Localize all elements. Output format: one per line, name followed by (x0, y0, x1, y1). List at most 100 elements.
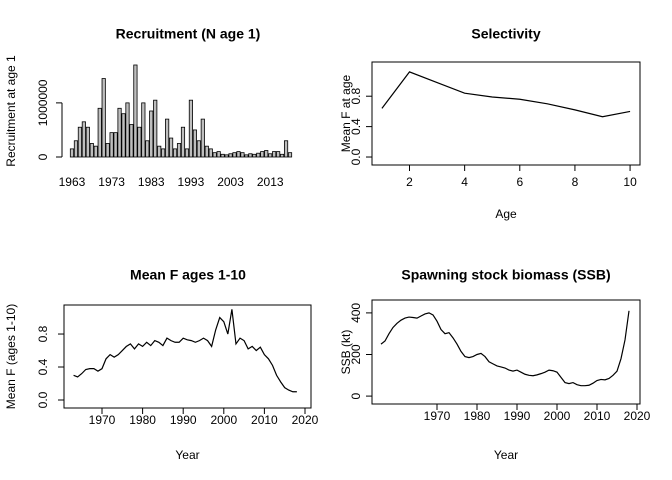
bar (81, 121, 86, 158)
bar (283, 140, 289, 158)
data-line (380, 310, 630, 387)
bar (220, 153, 225, 158)
bar (85, 126, 90, 158)
x-tick-label: 2 (406, 175, 413, 189)
x-tick-label: 1963 (59, 175, 86, 189)
bar (157, 145, 162, 158)
bar (216, 151, 221, 158)
bar (93, 145, 98, 158)
data-line (381, 71, 631, 118)
x-tick-label: 10 (623, 175, 637, 189)
bar (180, 126, 186, 158)
bar (232, 152, 237, 158)
bar (172, 148, 178, 158)
y-tick-label: 0.4 (36, 358, 50, 375)
y-tick-label: 1000000 (36, 79, 50, 126)
x-tick-label: 2000 (544, 409, 571, 423)
y-tick-label: 0.8 (349, 88, 363, 105)
y-axis-label: Recruitment at age 1 (4, 55, 18, 167)
x-tick-label: 1973 (98, 175, 125, 189)
bar (244, 154, 249, 158)
bar (204, 145, 209, 158)
bar (113, 132, 118, 158)
bar (121, 113, 126, 158)
bar (149, 110, 154, 158)
bar (248, 153, 253, 158)
bar (125, 102, 130, 158)
x-tick-label: 2020 (292, 413, 319, 427)
bar (117, 107, 122, 158)
plot-frame (371, 61, 641, 166)
plot-frame (63, 304, 312, 409)
bar (109, 132, 114, 158)
bar (77, 126, 82, 158)
bar (133, 64, 138, 158)
bar (200, 118, 205, 158)
x-axis-label: Year (494, 448, 518, 462)
bar (256, 152, 261, 158)
bar (212, 152, 217, 158)
chart-title: Spawning stock biomass (SSB) (401, 267, 610, 283)
chart-title: Recruitment (N age 1) (116, 26, 261, 42)
bar (276, 151, 281, 158)
bar (97, 107, 102, 158)
bar (176, 143, 182, 158)
y-tick-label: 200 (349, 344, 363, 364)
bar (165, 118, 170, 158)
y-tick-label: 0.4 (349, 118, 363, 135)
y-axis-label: Mean F (ages 1-10) (4, 304, 18, 409)
y-tick-label: 0 (36, 153, 50, 160)
bar (153, 99, 158, 158)
y-tick-label: 0 (349, 392, 363, 399)
bar (236, 151, 241, 158)
x-tick-label: 1980 (129, 413, 156, 427)
bar (169, 137, 174, 158)
bar (228, 153, 233, 158)
chart-title: Mean F ages 1-10 (130, 267, 246, 283)
bar (192, 129, 197, 158)
y-axis-label: Mean F at age (339, 74, 353, 152)
bar (196, 140, 201, 158)
bar (145, 140, 150, 158)
bar (73, 140, 79, 158)
x-tick-label: 1990 (504, 409, 531, 423)
bar (272, 151, 277, 158)
y-tick-label: 0.0 (36, 391, 50, 408)
bar (240, 152, 245, 158)
bar (161, 148, 166, 158)
plot-frame (371, 299, 641, 405)
bar (69, 148, 75, 158)
x-tick-label: 1990 (170, 413, 197, 427)
x-tick-label: 2003 (217, 175, 244, 189)
bar (101, 78, 106, 158)
bar (184, 148, 190, 158)
x-axis-label: Age (495, 207, 517, 221)
bar (208, 148, 213, 158)
bar (141, 102, 146, 158)
x-tick-label: 1980 (464, 409, 491, 423)
x-tick-label: 1970 (89, 413, 116, 427)
x-tick-label: 1970 (424, 409, 451, 423)
bar (287, 152, 293, 158)
y-tick-label: 0.8 (36, 325, 50, 342)
x-tick-label: 4 (461, 175, 468, 189)
x-tick-label: 2013 (257, 175, 284, 189)
bar (268, 153, 273, 158)
bar (188, 99, 193, 158)
x-tick-label: 2000 (210, 413, 237, 427)
bar (280, 153, 285, 158)
x-tick-label: 6 (516, 175, 523, 189)
bar (224, 154, 229, 158)
bar (129, 124, 134, 158)
x-tick-label: 2010 (584, 409, 611, 423)
chart-title: Selectivity (471, 26, 540, 42)
bar (137, 126, 142, 158)
y-tick-label: 0.0 (349, 148, 363, 165)
bar (89, 143, 94, 158)
bar (264, 150, 269, 158)
x-axis-label: Year (175, 448, 199, 462)
x-tick-label: 8 (572, 175, 579, 189)
x-tick-label: 2020 (624, 409, 651, 423)
x-tick-label: 2010 (251, 413, 278, 427)
